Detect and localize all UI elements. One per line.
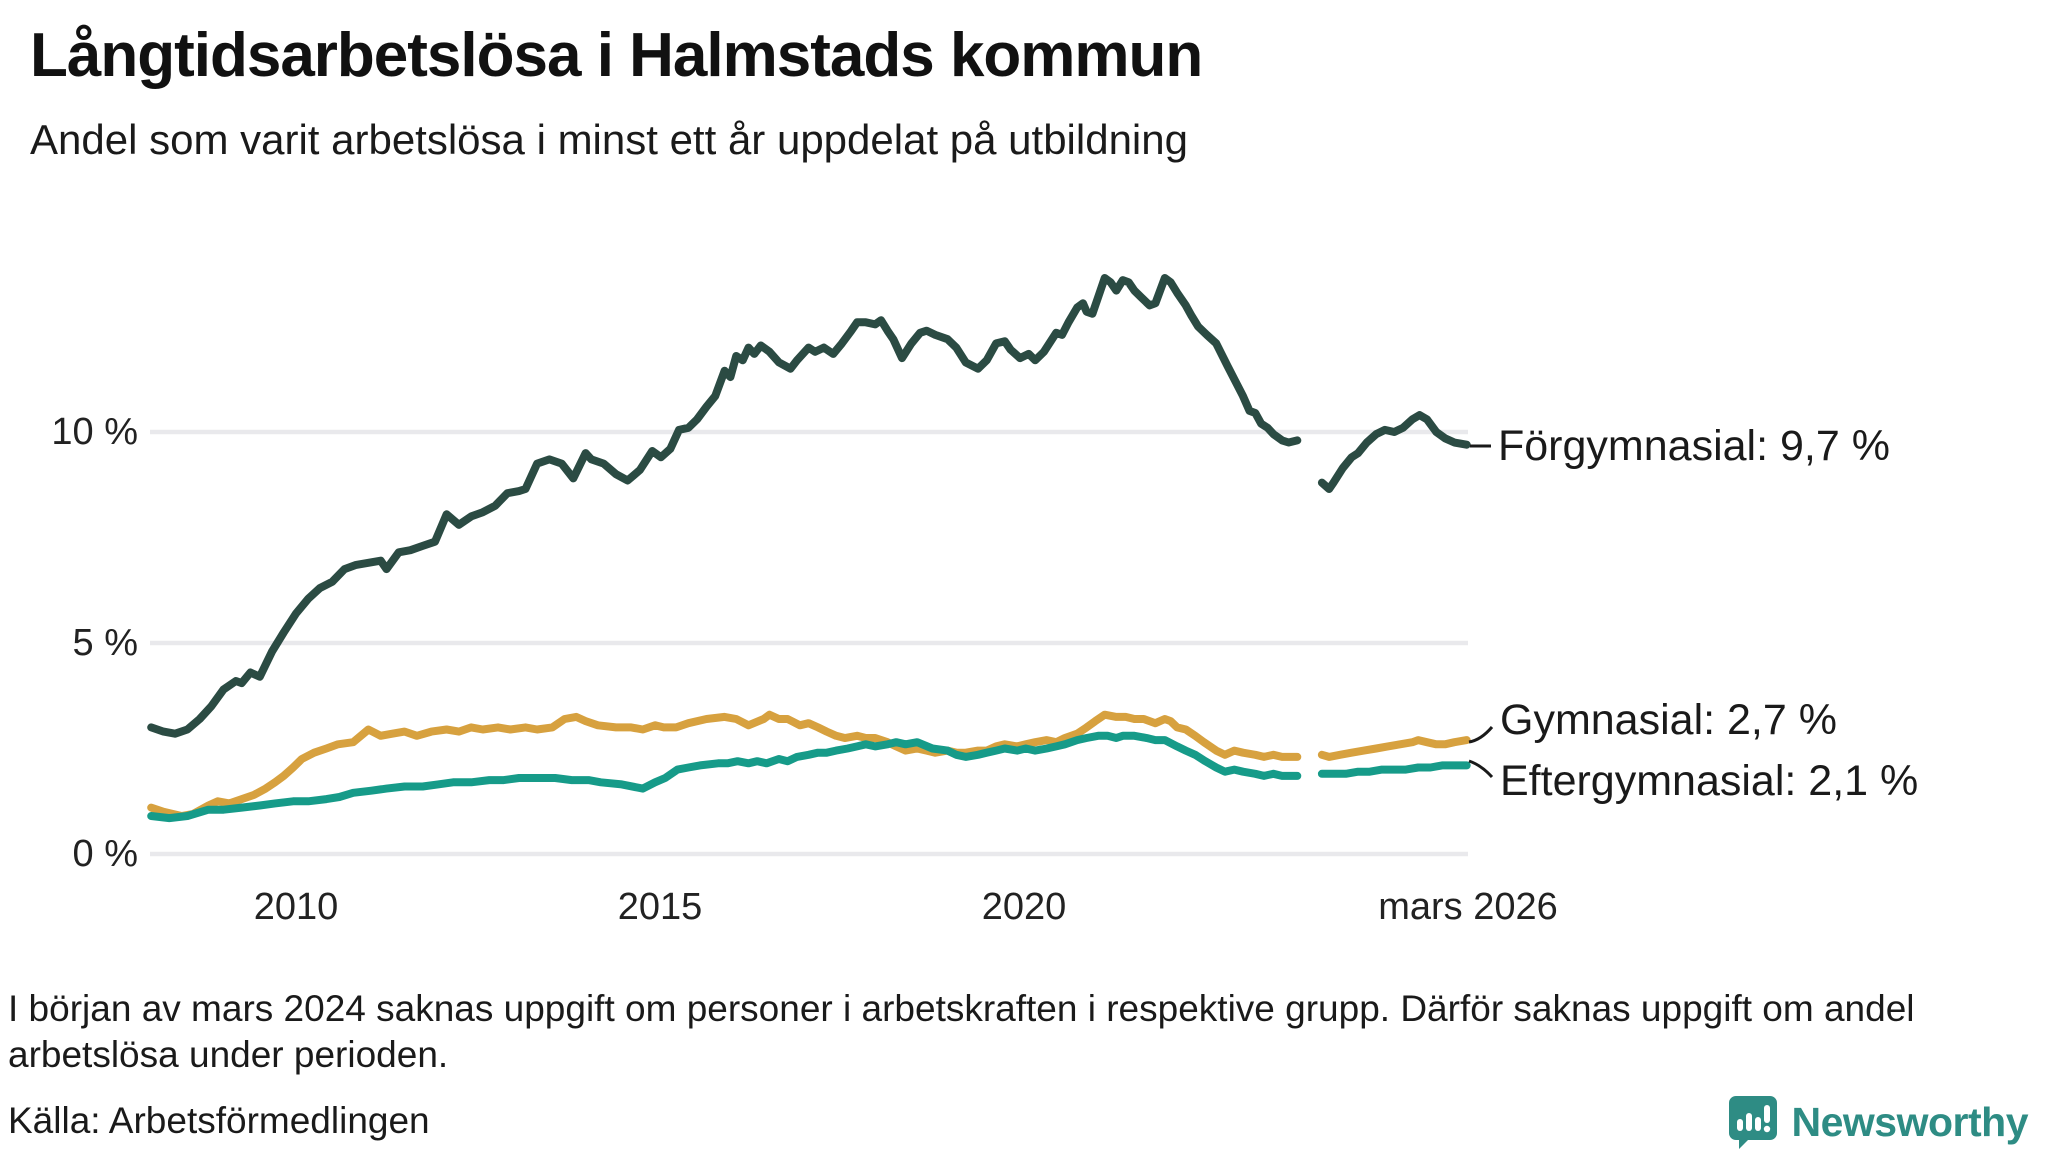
- page-title: Långtidsarbetslösa i Halmstads kommun: [30, 21, 1203, 90]
- x-axis-tick-mars-2026: mars 2026: [1378, 886, 1558, 928]
- x-axis-tick-2010: 2010: [253, 886, 339, 928]
- series-label-forgymnasial: Förgymnasial: 9,7 %: [1498, 422, 1890, 470]
- gridlines: [150, 429, 1468, 857]
- logo-bubble-shape: [1728, 1096, 1777, 1149]
- footnote-text: I början av mars 2024 saknas uppgift om …: [8, 988, 1915, 1075]
- series-lines: [147, 274, 1471, 823]
- line-forgymnasial-segment-1: [147, 274, 1302, 738]
- line-eftergymnasial-segment-1: [147, 731, 1302, 823]
- y-axis-tick-10: 10 %: [51, 411, 138, 453]
- series-label-gymnasial: Gymnasial: 2,7 %: [1500, 696, 1837, 744]
- x-axis-tick-2015: 2015: [617, 886, 703, 928]
- logo-bar-3: [1754, 1117, 1761, 1131]
- y-axis-tick-0: 0 %: [72, 833, 138, 875]
- logo-bar-2: [1745, 1113, 1752, 1131]
- page-subtitle: Andel som varit arbetslösa i minst ett å…: [30, 116, 1188, 163]
- line-eftergymnasial-segment-2: [1317, 761, 1471, 778]
- line-gymnasial-segment-1: [147, 710, 1302, 820]
- newsworthy-logo-text: Newsworthy: [1791, 1098, 2029, 1145]
- series-label-eftergymnasial: Eftergymnasial: 2,1 %: [1500, 757, 1919, 805]
- line-gymnasial-segment-2: [1317, 736, 1471, 761]
- y-axis-tick-5: 5 %: [72, 622, 138, 664]
- newsworthy-logo-icon: [1728, 1096, 1777, 1149]
- logo-exclamation-bar: [1763, 1105, 1770, 1123]
- newsworthy-logo: Newsworthy: [1728, 1096, 2029, 1149]
- logo-exclamation-dot: [1763, 1125, 1770, 1133]
- label-connectors: [1468, 444, 1494, 779]
- source-text: Källa: Arbetsförmedlingen: [8, 1100, 430, 1141]
- gymnasial-label-connector: [1468, 726, 1494, 744]
- eftergymnasial-label-connector: [1468, 759, 1494, 779]
- logo-bar-1: [1736, 1119, 1743, 1131]
- x-axis-tick-2020: 2020: [981, 886, 1067, 928]
- line-forgymnasial-segment-2: [1317, 411, 1471, 493]
